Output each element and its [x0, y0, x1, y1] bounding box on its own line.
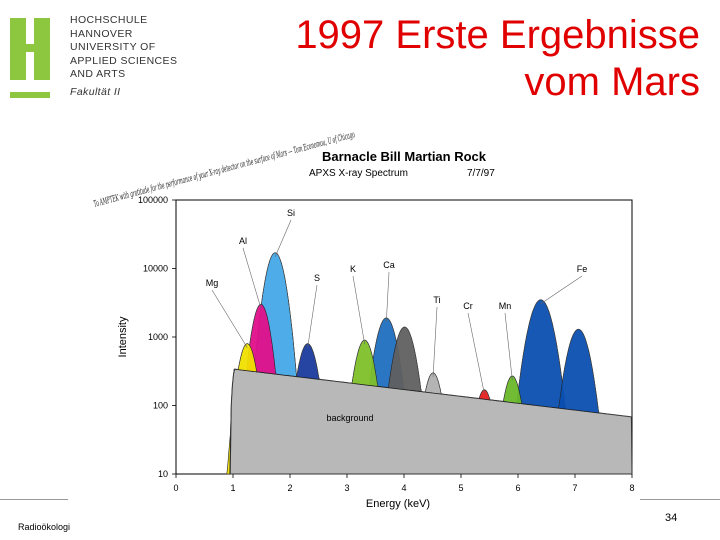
peak-leader-line: [211, 289, 248, 348]
footer-course-label: Radioökologi: [18, 522, 71, 532]
peak-leader-line: [307, 284, 318, 348]
institution-line: HANNOVER: [70, 27, 133, 40]
peak-label-ti: Ti: [433, 295, 440, 305]
institution-line: AND ARTS: [70, 68, 126, 80]
x-tick-label: 5: [458, 483, 463, 493]
peak-leader-line: [352, 275, 365, 345]
logo-h-crossbar: [10, 44, 50, 52]
peak-label-fe: Fe: [577, 264, 588, 274]
x-tick-label: 6: [515, 483, 520, 493]
peak-leader-line: [242, 247, 262, 309]
x-tick-label: 3: [344, 483, 349, 493]
y-tick-label: 10: [158, 469, 168, 479]
peak-label-si: Si: [287, 208, 295, 218]
institution-name: HOCHSCHULE HANNOVER UNIVERSITY OF APPLIE…: [70, 14, 220, 99]
y-tick-label: 100: [153, 401, 168, 411]
institution-line: HOCHSCHULE: [70, 14, 148, 26]
peak-label-mn: Mn: [499, 301, 512, 311]
peak-label-al: Al: [239, 236, 247, 246]
peak-leader-line: [467, 312, 485, 394]
x-tick-label: 2: [287, 483, 292, 493]
x-tick-label: 8: [629, 483, 634, 493]
peak-leader-line: [386, 271, 390, 322]
y-tick-label: 100000: [138, 195, 168, 205]
y-tick-label: 10000: [143, 264, 168, 274]
x-tick-label: 0: [173, 483, 178, 493]
logo-underline: [10, 92, 50, 98]
peak-label-s: S: [314, 273, 320, 283]
slide-title: 1997 Erste Ergebnisse vom Mars: [295, 12, 700, 106]
x-tick-label: 1: [230, 483, 235, 493]
peak-leader-line: [540, 275, 583, 304]
peak-leader-line: [504, 312, 513, 380]
peak-leader-line: [274, 219, 292, 257]
x-tick-label: 7: [572, 483, 577, 493]
page-number: 34: [665, 512, 678, 524]
x-axis-label: Energy (keV): [366, 498, 430, 510]
footer-divider-left: [0, 499, 68, 500]
peak-label-cr: Cr: [463, 301, 473, 311]
chart-date: 7/7/97: [467, 168, 495, 179]
peak-label-mg: Mg: [206, 278, 219, 288]
chart-subtitle: APXS X-ray Spectrum: [309, 168, 408, 179]
slide-title-line-2: vom Mars: [524, 60, 700, 104]
y-tick-label: 1000: [148, 332, 168, 342]
y-axis-label: Intensity: [117, 316, 129, 357]
footer-divider-right: [640, 499, 720, 500]
faculty-name: Fakultät II: [70, 85, 121, 98]
peak-leader-line: [432, 306, 438, 377]
peak-label-ca: Ca: [383, 260, 395, 270]
background-label: background: [326, 413, 373, 423]
spectrum-envelope: [229, 252, 633, 437]
institution-line: APPLIED SCIENCES: [70, 54, 178, 67]
chart-title: Barnacle Bill Martian Rock: [322, 149, 487, 164]
slide-title-line-1: 1997 Erste Ergebnisse: [295, 13, 700, 57]
x-tick-label: 4: [401, 483, 406, 493]
peak-label-k: K: [350, 264, 356, 274]
institution-line: UNIVERSITY OF: [70, 41, 156, 53]
